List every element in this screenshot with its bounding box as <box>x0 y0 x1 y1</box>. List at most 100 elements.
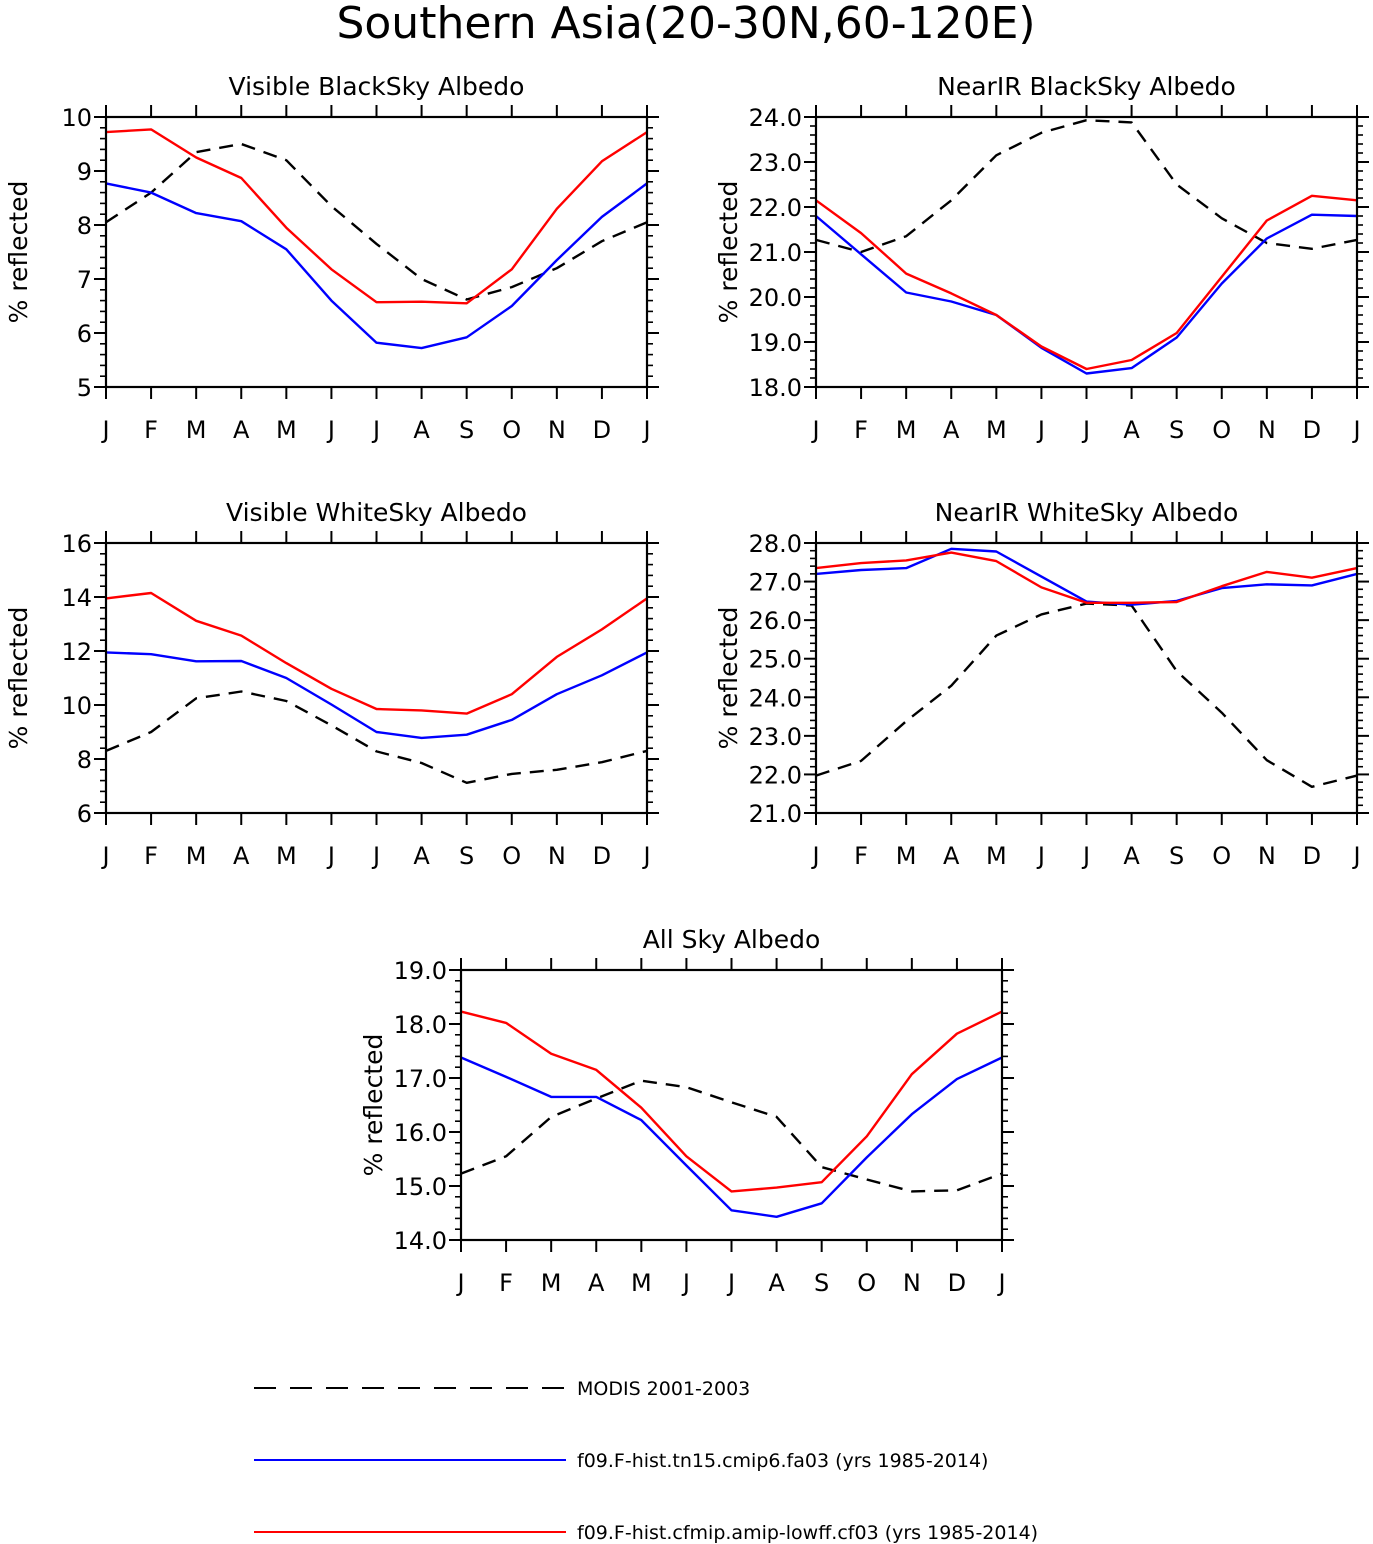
x-tick-label: F <box>854 416 868 444</box>
x-tick-label: M <box>541 1269 562 1297</box>
x-tick-label: J <box>1036 842 1045 870</box>
panel-title: NearIR BlackSky Albedo <box>937 72 1236 101</box>
x-tick-label: F <box>144 416 158 444</box>
series-line-f09-f-hist-cfmip-amip-lowff-cf03-yrs-1985-2014 <box>460 1010 1003 1193</box>
x-tick-label: J <box>1081 416 1090 444</box>
x-tick-label: A <box>413 416 430 444</box>
y-tick-label: 6 <box>77 800 92 828</box>
series-line-modis-2001-2003 <box>105 690 648 784</box>
y-tick-label: 15.0 <box>394 1173 447 1201</box>
x-tick-label: A <box>1123 842 1140 870</box>
x-tick-label: M <box>896 416 917 444</box>
figure-title: Southern Asia(20-30N,60-120E) <box>336 0 1035 49</box>
y-tick-label: 10 <box>61 104 92 132</box>
legend-label: MODIS 2001-2003 <box>577 1378 750 1400</box>
series-line-f09-f-hist-tn15-cmip6-fa03-yrs-1985-2014 <box>105 651 648 740</box>
x-tick-label: A <box>413 842 430 870</box>
x-tick-label: O <box>502 842 521 870</box>
panel-title: Visible BlackSky Albedo <box>229 72 525 101</box>
y-tick-label: 22.0 <box>749 194 802 222</box>
y-tick-label: 24.0 <box>749 104 802 132</box>
x-tick-label: F <box>499 1269 513 1297</box>
y-tick-label: 23.0 <box>749 723 802 751</box>
legend-entry-f09-f-hist-cfmip-amip-lowff-cf03-yrs-1985-2014: f09.F-hist.cfmip.amip-lowff.cf03 (yrs 19… <box>254 1522 1038 1544</box>
x-tick-label: S <box>1169 416 1184 444</box>
x-tick-label: J <box>810 842 819 870</box>
y-tick-label: 5 <box>77 374 92 402</box>
y-tick-label: 27.0 <box>749 569 802 597</box>
x-tick-label: S <box>459 416 474 444</box>
y-tick-label: 16.0 <box>394 1119 447 1147</box>
x-tick-label: M <box>186 416 207 444</box>
x-tick-label: F <box>854 842 868 870</box>
x-tick-label: J <box>1351 842 1360 870</box>
y-tick-label: 28.0 <box>749 530 802 558</box>
x-tick-label: N <box>548 416 566 444</box>
x-tick-label: M <box>986 842 1007 870</box>
series-line-modis-2001-2003 <box>460 1079 1003 1193</box>
x-tick-label: J <box>100 842 109 870</box>
legend: MODIS 2001-2003 f09.F-hist.tn15.cmip6.fa0… <box>254 1378 1038 1544</box>
y-axis-label: % reflected <box>4 181 33 324</box>
y-tick-label: 19.0 <box>749 329 802 357</box>
x-tick-label: N <box>1258 842 1276 870</box>
y-tick-label: 18.0 <box>394 1011 447 1039</box>
series-line-f09-f-hist-cfmip-amip-lowff-cf03-yrs-1985-2014 <box>105 591 648 715</box>
x-tick-label: J <box>1351 416 1360 444</box>
y-tick-label: 8 <box>77 212 92 240</box>
y-axis-label: % reflected <box>359 1034 388 1177</box>
series-line-f09-f-hist-tn15-cmip6-fa03-yrs-1985-2014 <box>815 213 1358 375</box>
y-tick-label: 21.0 <box>749 800 802 828</box>
x-tick-label: N <box>903 1269 921 1297</box>
x-tick-label: M <box>896 842 917 870</box>
y-tick-label: 7 <box>77 266 92 294</box>
y-tick-label: 19.0 <box>394 957 447 985</box>
x-tick-label: D <box>593 416 611 444</box>
x-tick-label: J <box>455 1269 464 1297</box>
x-tick-label: J <box>100 416 109 444</box>
series-line-modis-2001-2003 <box>815 118 1358 254</box>
x-tick-label: O <box>1212 416 1231 444</box>
series-line-f09-f-hist-cfmip-amip-lowff-cf03-yrs-1985-2014 <box>815 551 1358 604</box>
series-line-f09-f-hist-cfmip-amip-lowff-cf03-yrs-1985-2014 <box>105 128 648 305</box>
x-tick-label: M <box>186 842 207 870</box>
y-tick-label: 9 <box>77 158 92 186</box>
plot-frame <box>459 968 1004 1242</box>
y-tick-label: 20.0 <box>749 284 802 312</box>
y-tick-label: 22.0 <box>749 761 802 789</box>
x-tick-label: O <box>857 1269 876 1297</box>
x-tick-label: J <box>371 842 380 870</box>
x-tick-label: M <box>631 1269 652 1297</box>
legend-entry-modis-2001-2003: MODIS 2001-2003 <box>254 1378 750 1400</box>
series-line-f09-f-hist-cfmip-amip-lowff-cf03-yrs-1985-2014 <box>815 194 1358 371</box>
series-line-f09-f-hist-tn15-cmip6-fa03-yrs-1985-2014 <box>815 547 1358 606</box>
y-tick-label: 24.0 <box>749 684 802 712</box>
y-axis-label: % reflected <box>4 607 33 750</box>
y-tick-label: 18.0 <box>749 374 802 402</box>
x-tick-label: A <box>768 1269 785 1297</box>
x-tick-label: J <box>326 416 335 444</box>
x-tick-label: M <box>276 842 297 870</box>
y-tick-label: 8 <box>77 746 92 774</box>
y-tick-label: 14.0 <box>394 1227 447 1255</box>
y-tick-label: 6 <box>77 320 92 348</box>
legend-label: f09.F-hist.tn15.cmip6.fa03 (yrs 1985-201… <box>577 1450 988 1472</box>
y-tick-label: 21.0 <box>749 239 802 267</box>
x-tick-label: D <box>1303 416 1321 444</box>
y-tick-label: 25.0 <box>749 646 802 674</box>
y-tick-label: 14 <box>61 584 92 612</box>
plot-frame <box>814 115 1359 389</box>
x-tick-label: A <box>588 1269 605 1297</box>
x-tick-label: S <box>1169 842 1184 870</box>
x-tick-label: O <box>502 416 521 444</box>
panel-title: All Sky Albedo <box>643 925 821 954</box>
panel-title: NearIR WhiteSky Albedo <box>935 498 1239 527</box>
legend-label: f09.F-hist.cfmip.amip-lowff.cf03 (yrs 19… <box>577 1522 1038 1544</box>
x-tick-label: S <box>814 1269 829 1297</box>
x-tick-label: D <box>1303 842 1321 870</box>
